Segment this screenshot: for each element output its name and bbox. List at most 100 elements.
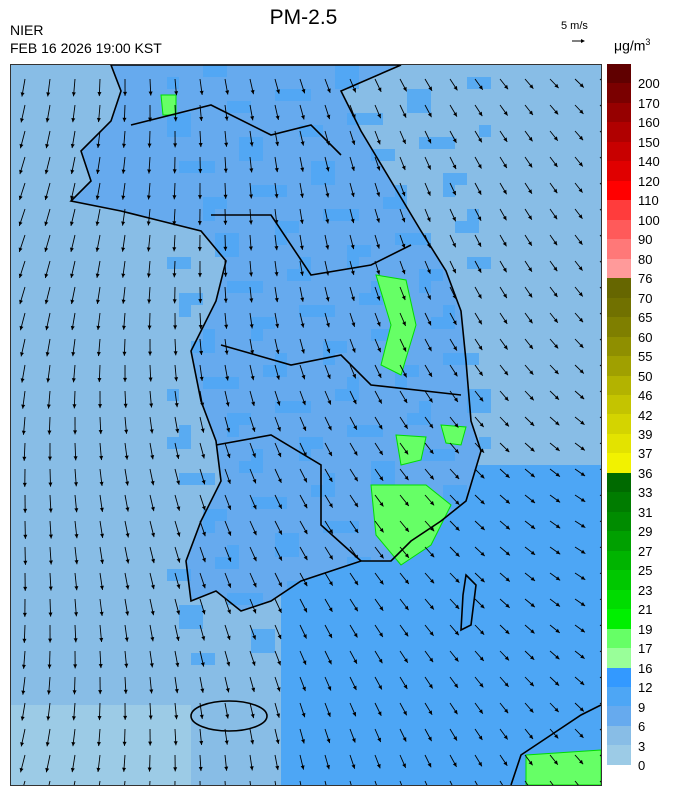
wind-arrow (299, 208, 304, 224)
wind-arrow (574, 286, 584, 297)
wind-arrow (424, 442, 434, 455)
wind-arrow (20, 104, 26, 123)
province-boundary (130, 104, 342, 156)
wind-arrow (48, 780, 51, 785)
wind-arrow (474, 104, 483, 117)
wind-arrow (149, 390, 154, 408)
wind-arrow (124, 442, 129, 460)
legend-label: 16 (638, 660, 653, 676)
legend-swatch (607, 706, 631, 726)
wind-arrow (19, 130, 26, 149)
wind-arrow (249, 130, 254, 147)
grid-cell (431, 581, 443, 593)
wind-arrow (70, 754, 76, 773)
wind-arrow (71, 104, 76, 123)
wind-arrow (99, 520, 105, 538)
wind-arrow (199, 390, 205, 407)
wind-arrow (574, 468, 586, 477)
wind-arrow (173, 312, 178, 330)
grid-cell (347, 389, 359, 401)
wind-arrow (249, 624, 256, 640)
wind-arrow (574, 520, 586, 529)
wind-arrow (199, 702, 204, 719)
wind-arrow (18, 182, 26, 201)
wind-arrow (374, 780, 377, 785)
legend-label: 150 (638, 134, 660, 150)
legend-label: 19 (638, 621, 653, 637)
grid-cell (419, 137, 431, 149)
wind-arrow (374, 650, 383, 664)
wind-arrow (299, 364, 306, 380)
wind-arrow (99, 572, 104, 590)
wind-arrow (19, 286, 26, 305)
wind-arrow (122, 338, 127, 356)
wind-arrow (349, 130, 356, 145)
wind-arrow (399, 364, 408, 378)
grid-cell (323, 485, 335, 497)
grid-cell (191, 653, 203, 665)
wind-arrow (249, 286, 254, 303)
grid-cell (383, 641, 395, 653)
grid-cell (443, 137, 455, 149)
wind-arrow (574, 650, 585, 659)
grid-cell (311, 173, 323, 185)
wind-arrow (22, 624, 27, 643)
wind-arrow (549, 624, 561, 634)
elevated-zone (370, 484, 452, 566)
wind-arrow (73, 416, 78, 435)
legend-label: 3 (638, 738, 646, 754)
grid-cell (419, 89, 431, 101)
wind-arrow (249, 468, 257, 484)
wind-arrow (549, 780, 554, 785)
wind-arrow (147, 754, 152, 772)
wind-arrow (174, 572, 181, 589)
legend-label: 80 (638, 251, 653, 267)
wind-arrow (48, 598, 53, 617)
wind-arrow (149, 468, 155, 486)
wind-arrow (299, 624, 307, 639)
wind-arrow (274, 442, 282, 458)
wind-arrow (324, 312, 330, 328)
wind-arrow (148, 702, 153, 720)
grid-cell (263, 641, 275, 653)
wind-arrow (524, 780, 529, 785)
wind-arrow (299, 650, 307, 665)
wind-arrow (524, 156, 533, 168)
legend-swatch (607, 609, 631, 629)
wind-arrow (449, 676, 459, 689)
wind-arrow (45, 130, 51, 149)
wind-arrow (524, 468, 536, 478)
wind-arrow (499, 468, 510, 479)
grid-cell (275, 497, 287, 509)
grid-cell (311, 485, 323, 497)
grid-cell (251, 593, 263, 605)
wind-arrow (124, 650, 129, 668)
wind-arrow (524, 78, 534, 89)
legend-swatch (607, 219, 631, 240)
wind-arrow (223, 182, 228, 199)
wind-arrow (299, 754, 305, 770)
wind-arrow (198, 754, 203, 772)
legend-swatch (607, 336, 631, 357)
wind-arrow (424, 598, 435, 610)
grid-cell (443, 317, 455, 329)
wind-arrow (224, 624, 231, 641)
grid-cell (263, 629, 275, 641)
legend-label: 0 (638, 758, 646, 773)
grid-cell (275, 365, 287, 377)
grid-cell (335, 77, 347, 89)
grid-cell (227, 593, 239, 605)
wind-arrow (374, 312, 381, 327)
jeju-island (190, 700, 268, 732)
wind-arrow (21, 650, 26, 669)
wind-arrow (74, 520, 79, 539)
wind-arrow (299, 494, 308, 509)
grid-cell (263, 185, 275, 197)
wind-arrow (374, 182, 381, 197)
wind-arrow (524, 650, 535, 661)
grid-cell (395, 377, 407, 389)
wind-arrow (70, 130, 76, 149)
grid-cell (359, 605, 371, 617)
wind-arrow (374, 494, 384, 507)
wind-arrow (449, 260, 457, 274)
